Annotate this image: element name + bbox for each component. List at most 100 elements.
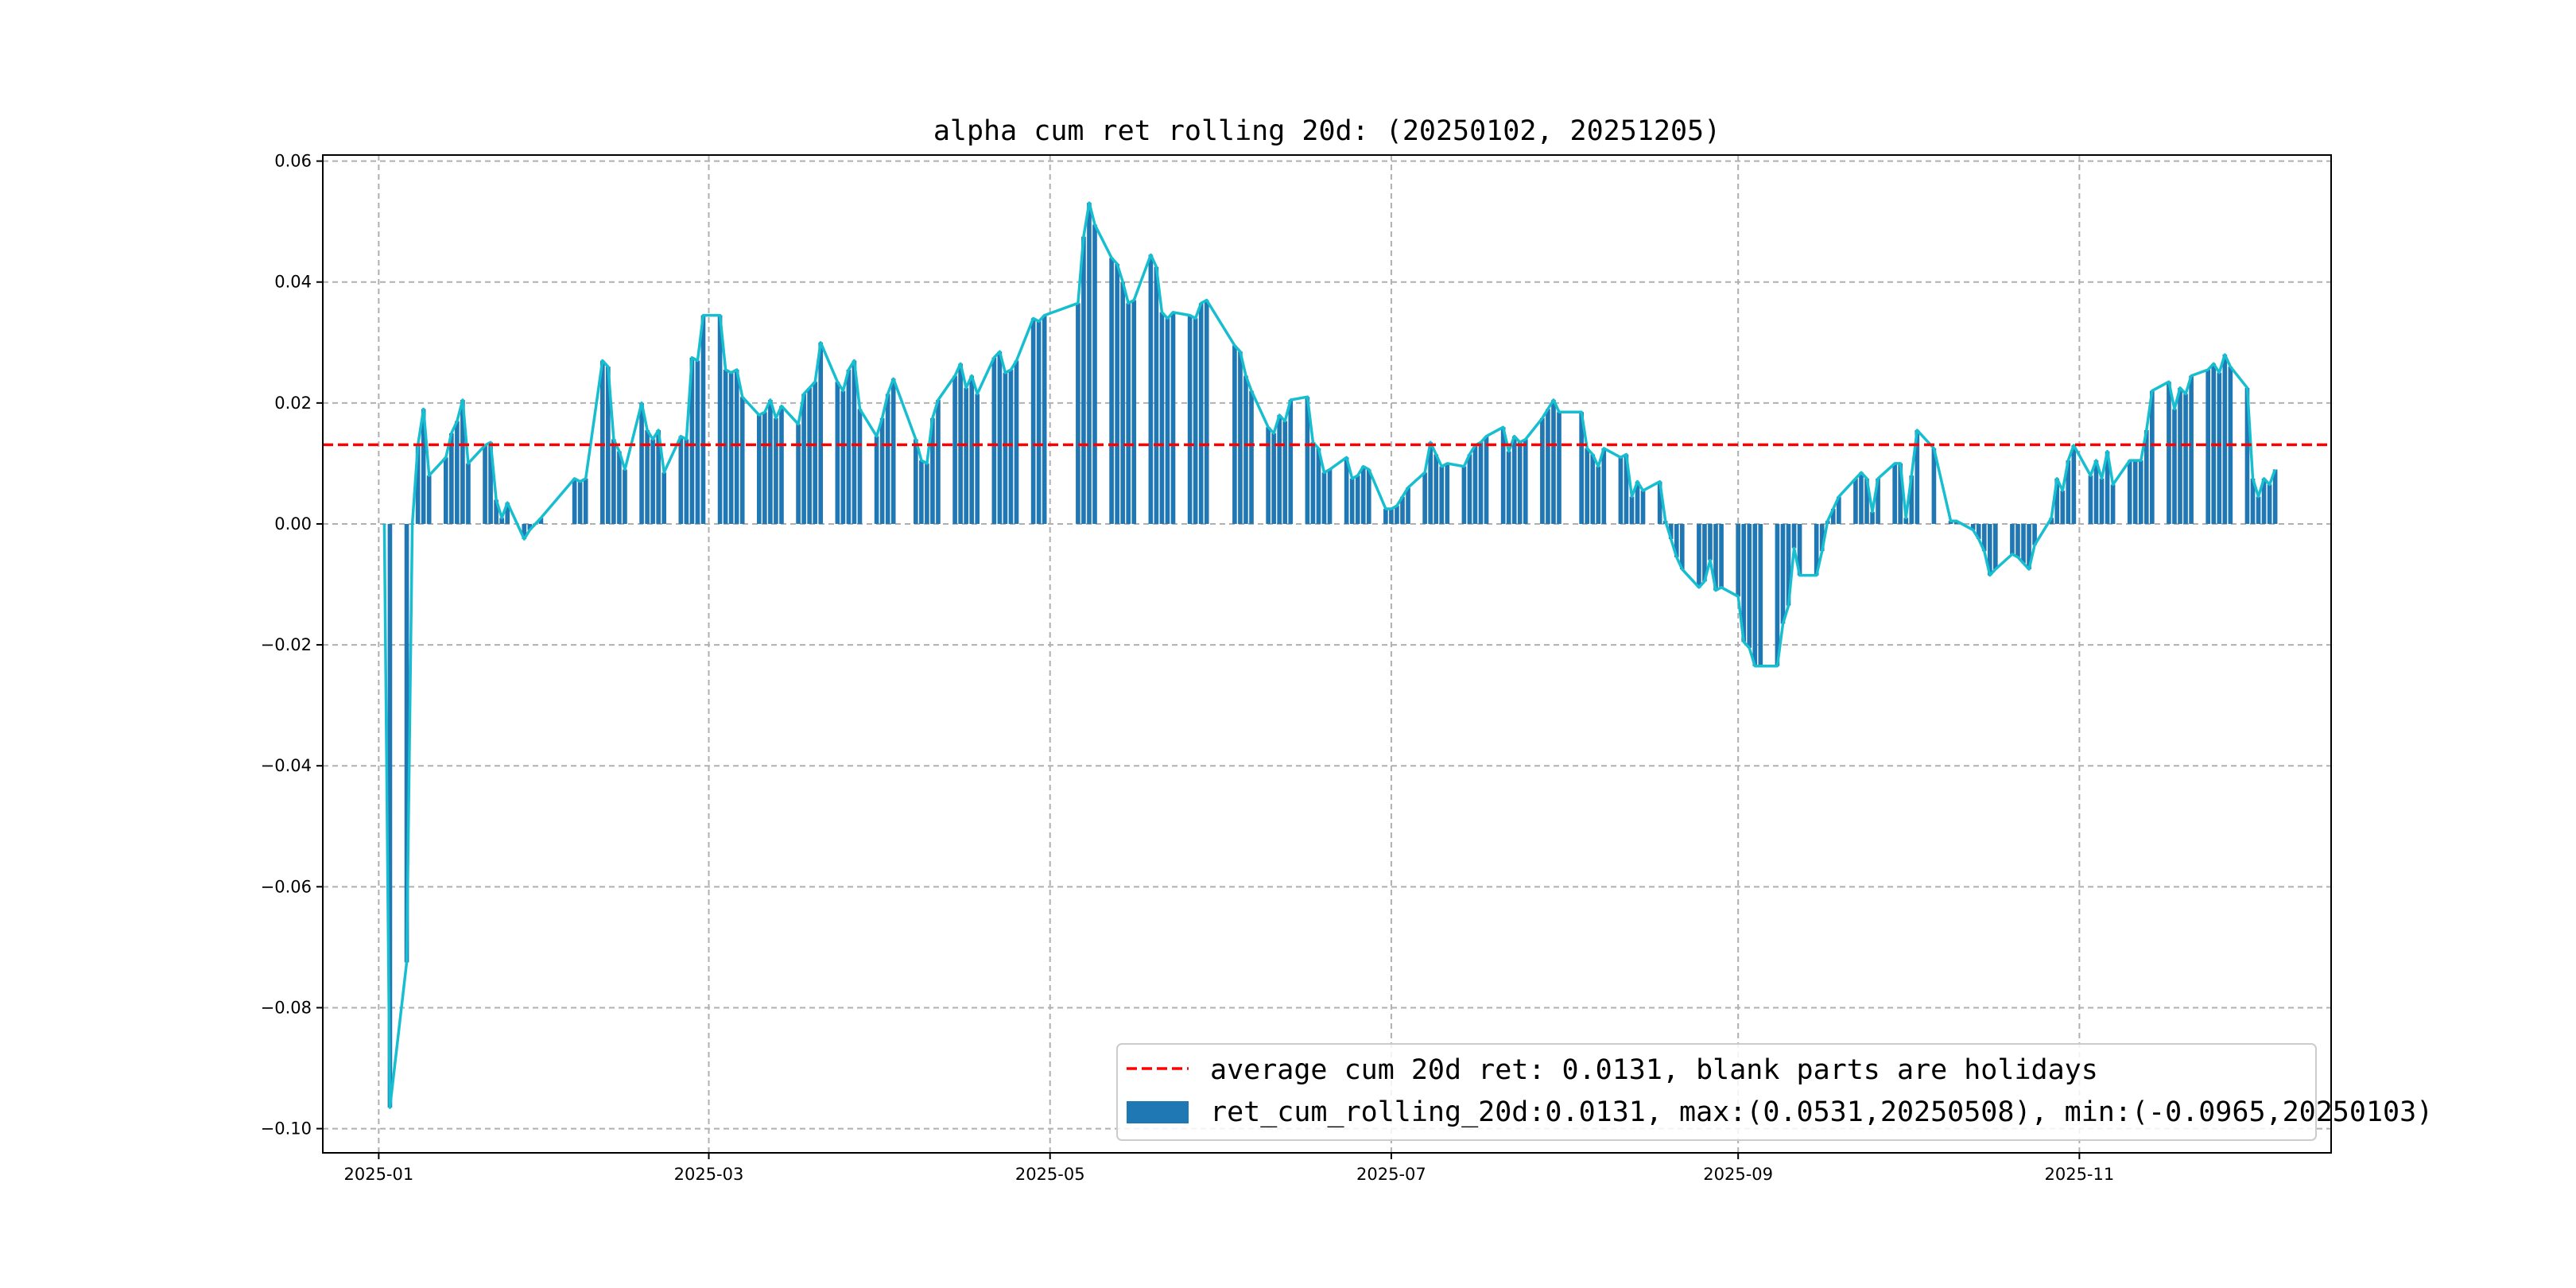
- bar: [538, 518, 544, 524]
- bar: [455, 421, 460, 524]
- bar: [1321, 472, 1327, 524]
- bar: [404, 523, 409, 963]
- bar: [1624, 454, 1629, 524]
- bar: [857, 409, 863, 524]
- bar: [1853, 478, 1858, 524]
- bar: [1657, 481, 1662, 524]
- bar: [936, 400, 941, 524]
- bar: [925, 463, 929, 524]
- bar: [1517, 442, 1523, 524]
- bar: [1395, 506, 1399, 524]
- bar: [1383, 508, 1388, 524]
- bar: [1036, 321, 1042, 524]
- bar: [426, 475, 432, 524]
- bar: [2267, 484, 2272, 524]
- bar: [1540, 417, 1545, 524]
- bar: [1400, 496, 1405, 524]
- bar: [1993, 523, 1998, 570]
- bar: [1736, 523, 1740, 597]
- bar: [1249, 390, 1254, 524]
- bar: [483, 445, 487, 524]
- bar: [1170, 312, 1176, 524]
- y-tick-label: 0.00: [274, 514, 312, 533]
- bar: [768, 400, 773, 524]
- bar: [522, 523, 527, 539]
- bar: [2272, 469, 2278, 524]
- bar: [1187, 315, 1193, 524]
- y-tick-label: −0.04: [261, 756, 312, 775]
- bar: [2222, 355, 2228, 524]
- bar: [952, 375, 957, 524]
- bar: [1277, 415, 1282, 524]
- bar: [1003, 372, 1008, 524]
- x-tick-label: 2025-01: [343, 1165, 413, 1184]
- bar: [796, 424, 801, 524]
- bar: [723, 370, 728, 524]
- bar: [1791, 523, 1797, 549]
- bar: [1131, 300, 1137, 524]
- bar: [835, 382, 840, 524]
- bar: [1422, 472, 1427, 524]
- bar: [2217, 372, 2222, 524]
- bar: [975, 394, 980, 524]
- bar: [2189, 375, 2194, 524]
- bar: [1747, 523, 1752, 648]
- bar: [684, 439, 689, 524]
- bar: [1115, 263, 1119, 524]
- legend-label-average: average cum 20d ret: 0.0131, blank parts…: [1210, 1054, 2098, 1086]
- bar: [2178, 387, 2182, 524]
- legend-label-series: ret_cum_rolling_20d:0.0131, max:(0.0531,…: [1210, 1096, 2433, 1128]
- bar: [1243, 375, 1248, 524]
- bar: [919, 460, 924, 524]
- y-tick-label: −0.02: [261, 635, 312, 654]
- legend-swatch-bars: [1127, 1101, 1189, 1123]
- bar: [1511, 436, 1517, 524]
- bar: [1830, 508, 1836, 524]
- bar: [874, 436, 879, 524]
- bar: [1585, 448, 1589, 524]
- y-tick-label: −0.08: [261, 998, 312, 1017]
- bar: [1076, 303, 1080, 524]
- bar: [2110, 484, 2116, 524]
- bar: [599, 360, 605, 524]
- bar: [1915, 430, 1920, 524]
- bar: [1316, 448, 1321, 524]
- bar: [1406, 487, 1410, 524]
- bar: [650, 439, 655, 524]
- bar: [2066, 460, 2071, 524]
- bar: [1719, 523, 1724, 588]
- bar: [2150, 390, 2155, 524]
- bar: [505, 502, 510, 524]
- bar: [1126, 303, 1131, 524]
- bar: [1288, 400, 1294, 524]
- bar: [1109, 258, 1114, 524]
- bar: [1903, 518, 1909, 524]
- bar: [466, 463, 471, 524]
- bar: [1310, 442, 1316, 524]
- bar: [611, 439, 616, 524]
- series-line: [382, 201, 2277, 1109]
- y-tick-label: 0.06: [274, 152, 312, 171]
- bar: [1579, 412, 1584, 524]
- chart-title: alpha cum ret rolling 20d: (20250102, 20…: [933, 115, 1721, 147]
- bar: [2244, 387, 2250, 524]
- bars-group: [382, 203, 2278, 1108]
- bar: [1635, 481, 1640, 524]
- bar: [1204, 300, 1209, 524]
- bar: [1859, 472, 1864, 524]
- bar: [499, 518, 504, 524]
- bar: [2054, 478, 2060, 524]
- bar: [1814, 523, 1819, 576]
- bar: [2071, 445, 2077, 524]
- bar: [583, 478, 588, 524]
- bar: [2049, 518, 2054, 524]
- bar: [757, 415, 762, 524]
- bar: [1042, 315, 1047, 524]
- series-line-group: [382, 201, 2277, 1109]
- bar: [1349, 478, 1355, 524]
- x-tick-label: 2025-07: [1356, 1165, 1426, 1184]
- bar: [1087, 203, 1092, 524]
- bar: [1389, 508, 1394, 524]
- bar: [1590, 454, 1596, 524]
- bar: [2015, 523, 2020, 557]
